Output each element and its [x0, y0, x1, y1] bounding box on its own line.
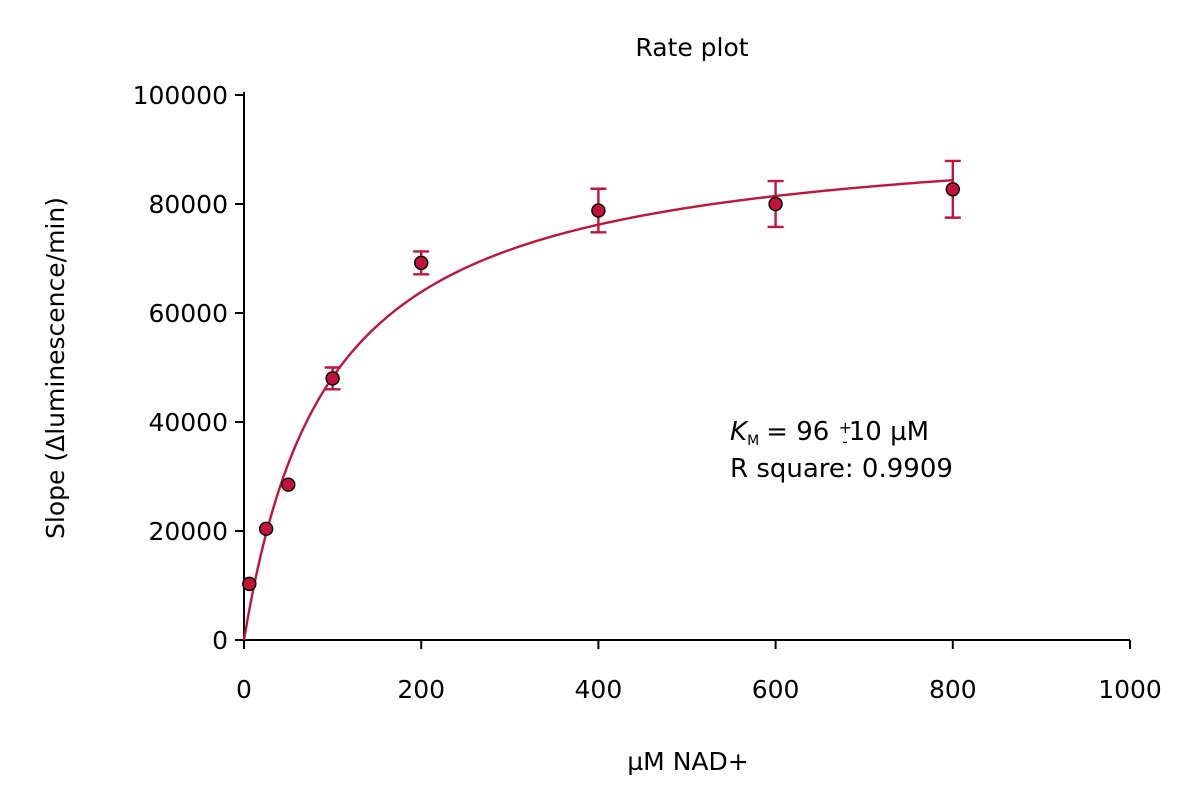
axes: [243, 92, 1130, 641]
y-tick-label: 60000: [148, 299, 228, 328]
y-tick-label: 0: [212, 626, 228, 655]
x-tick-label: 0: [236, 675, 252, 704]
y-tick-label: 80000: [148, 190, 228, 219]
data-point: [281, 477, 296, 492]
x-tick-label: 200: [397, 675, 445, 704]
error-bars: [324, 159, 961, 391]
km-annotation: KM = 96 + -10 µM: [730, 417, 929, 451]
data-point: [768, 196, 783, 212]
y-axis-title: Slope (Δluminescence/min): [41, 197, 70, 539]
km-symbol: K: [730, 417, 749, 447]
x-tick-label: 800: [929, 675, 977, 704]
data-point: [945, 182, 960, 197]
km-minus-sign: -: [842, 432, 848, 451]
data-point: [258, 521, 274, 537]
km-value: = 96: [766, 417, 829, 447]
x-ticks: 0 200 400 600 800 1000: [236, 640, 1162, 704]
y-tick-label: 20000: [148, 517, 228, 546]
km-subscript: M: [747, 433, 759, 449]
x-tick-label: 400: [575, 675, 623, 704]
r-square-annotation: R square: 0.9909: [730, 454, 953, 484]
y-ticks: 0 20000 40000 60000 80000 100000: [133, 81, 244, 655]
fit-curve: [242, 178, 953, 641]
x-axis-title: µM NAD+: [627, 747, 748, 776]
x-tick-label: 600: [752, 675, 800, 704]
km-plus-sign: +: [839, 418, 852, 437]
y-tick-label: 100000: [133, 81, 228, 110]
x-tick-label: 1000: [1098, 675, 1162, 704]
data-point: [591, 203, 606, 218]
fit-annotation: KM = 96 + -10 µM R square: 0.9909: [730, 417, 953, 484]
data-points: [242, 182, 960, 592]
km-error: 10 µM: [849, 417, 929, 447]
chart-title: Rate plot: [635, 33, 748, 62]
y-tick-label: 40000: [148, 408, 228, 437]
data-point: [242, 576, 257, 592]
data-point: [325, 371, 340, 386]
data-point: [414, 255, 429, 271]
